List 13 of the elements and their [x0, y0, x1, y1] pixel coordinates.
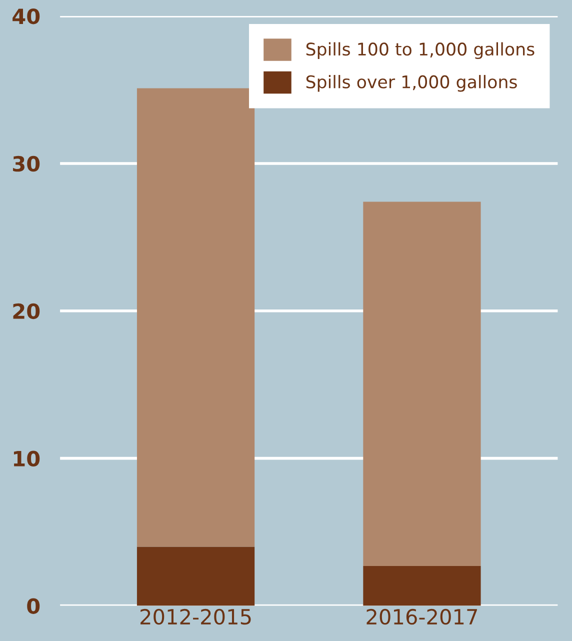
bar — [136, 88, 255, 547]
y-tick-label: 30 — [13, 156, 40, 172]
x-tick-label: 2016-2017 — [366, 608, 477, 625]
legend-label: Spills 100 to 1,000 gallons — [306, 42, 534, 60]
bar — [136, 546, 255, 606]
y-tick-label: 20 — [13, 303, 40, 320]
y-tick-label: 40 — [12, 8, 40, 24]
x-tick-label: 2012-2015 — [140, 608, 251, 625]
y-tick-label: 0 — [27, 598, 40, 614]
legend-label: Spills over 1,000 gallons — [306, 74, 517, 92]
y-tick-label: 10 — [14, 450, 40, 467]
bar — [363, 566, 481, 606]
bar — [363, 202, 481, 566]
